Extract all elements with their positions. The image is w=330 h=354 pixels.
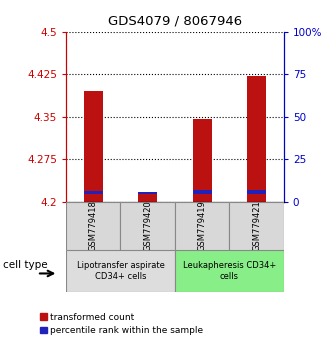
Text: GSM779419: GSM779419 bbox=[198, 200, 207, 251]
Text: Lipotransfer aspirate
CD34+ cells: Lipotransfer aspirate CD34+ cells bbox=[77, 261, 164, 280]
Bar bbox=[247, 76, 266, 202]
Bar bbox=[175, 202, 229, 250]
Bar bbox=[66, 250, 175, 292]
Bar bbox=[84, 91, 103, 202]
Bar bbox=[193, 119, 212, 202]
Bar bbox=[66, 202, 120, 250]
Text: GSM779420: GSM779420 bbox=[143, 200, 152, 251]
Bar bbox=[120, 202, 175, 250]
Text: GSM779421: GSM779421 bbox=[252, 200, 261, 251]
Bar bbox=[175, 250, 284, 292]
Bar bbox=[138, 193, 157, 202]
Bar bbox=[84, 191, 103, 194]
Text: Leukapheresis CD34+
cells: Leukapheresis CD34+ cells bbox=[183, 261, 276, 280]
Bar bbox=[247, 190, 266, 194]
Bar bbox=[229, 202, 284, 250]
Text: GSM779418: GSM779418 bbox=[89, 200, 98, 251]
Legend: transformed count, percentile rank within the sample: transformed count, percentile rank withi… bbox=[37, 309, 207, 339]
Text: cell type: cell type bbox=[3, 261, 48, 270]
Bar bbox=[138, 192, 157, 194]
Title: GDS4079 / 8067946: GDS4079 / 8067946 bbox=[108, 15, 242, 28]
Bar bbox=[193, 190, 212, 194]
